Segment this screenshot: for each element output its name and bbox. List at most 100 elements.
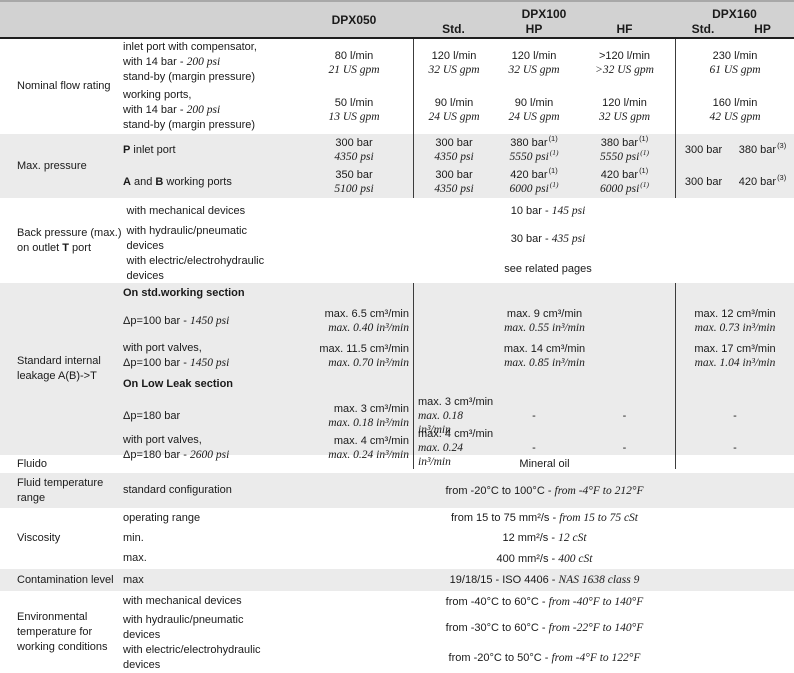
row-leak-portvalves-dp100: with port valves, Δp=100 bar - 1450 psi …: [118, 339, 794, 373]
sublabel-ab-working-ports: A and B working ports: [123, 175, 232, 188]
section-fluid-temperature: Fluid temperature range standard configu…: [0, 473, 794, 508]
row-label-back-pressure: Back pressure (max.) on outlet T port: [17, 226, 122, 254]
value-leak3-dpx160: -: [675, 395, 794, 437]
col-header-dpx160: DPX160: [712, 7, 757, 21]
value-pinlet-dpx100-hf: 380 bar(1) 5550 psi(1): [599, 134, 650, 163]
value-inlet-dpx050: 80 l/min 21 US gpm: [328, 49, 380, 76]
section-environmental-temperature: Environmental temperature for working co…: [0, 591, 794, 673]
value-working-dpx160: 160 l/min 42 US gpm: [675, 86, 794, 134]
value-working-dpx100-std: 90 l/min 24 US gpm: [413, 86, 494, 134]
value-leak3-dpx100-std: max. 3 cm³/min max. 0.18 in³/min: [413, 395, 494, 437]
value-ab-dpx160-hp: 420 bar(3): [738, 173, 787, 188]
value-ab-dpx050: 350 bar 5100 psi: [334, 169, 374, 195]
row-label-nominal-flow-rating: Nominal flow rating: [17, 80, 111, 92]
value-working-dpx050: 50 l/min 13 US gpm: [328, 97, 380, 123]
section-contamination-level: Contamination level max 19/18/15 - ISO 4…: [0, 569, 794, 591]
row-leak-portvalves-dp180: with port valves, Δp=180 bar - 2600 psi …: [118, 427, 794, 469]
section-internal-leakage: Standard internal leakage A(B)->T On std…: [0, 283, 794, 469]
value-ab-dpx100-hp: 420 bar(1) 6000 psi(1): [509, 166, 559, 195]
row-viscosity-min: min. 12 mm²/s - 12 cSt: [118, 528, 794, 548]
value-leak3-dpx100-hf: -: [622, 410, 627, 422]
sublabel-bp-hydraulic: with hydraulic/pneumatic devices: [126, 225, 247, 252]
sublabel-leak-portvalves-dp180: with port valves, Δp=180 bar - 2600 psi: [123, 434, 230, 461]
value-leak2-dpx160: max. 17 cm³/min max. 1.04 in³/min: [675, 339, 794, 373]
value-pinlet-dpx100-hp: 380 bar(1) 5550 psi(1): [509, 134, 559, 163]
sublabel-standard-configuration: standard configuration: [123, 484, 232, 496]
sublabel-env-hydraulic: with hydraulic/pneumatic devices: [123, 613, 244, 641]
value-inlet-dpx100-hf: >120 l/min >32 US gpm: [595, 49, 654, 76]
row-fluido: Mineral oil: [118, 455, 794, 473]
row-bp-mechanical: with mechanical devices 10 bar - 145 psi: [122, 198, 794, 224]
value-working-dpx100-hp: 90 l/min 24 US gpm: [508, 97, 560, 123]
row-label-environmental-temperature: Environmental temperature for working co…: [17, 610, 108, 653]
value-env-mechanical: from -40°C to 60°C - from -40°F to 140°F: [445, 595, 644, 608]
sublabel-inlet-port: inlet port with compensator, with 14 bar…: [123, 41, 257, 83]
row-env-mechanical: with mechanical devices from -40°C to 60…: [118, 591, 794, 612]
value-inlet-dpx100-std: 120 l/min 32 US gpm: [413, 39, 494, 86]
row-label-fluid-temperature: Fluid temperature range: [17, 476, 104, 504]
table-header: DPX050 DPX100 DPX160 Std. HP HF Std. HP: [0, 0, 794, 39]
value-viscosity-operating: from 15 to 75 mm²/s - from 15 to 75 cSt: [451, 512, 638, 524]
sublabel-working-ports: working ports, with 14 bar - 200 psi sta…: [123, 88, 256, 131]
value-viscosity-min: 12 mm²/s - 12 cSt: [502, 532, 587, 544]
sublabel-bp-mechanical: with mechanical devices: [126, 204, 246, 217]
value-pinlet-dpx050: 300 bar 4350 psi: [334, 137, 374, 163]
value-ab-dpx100-hf: 420 bar(1) 6000 psi(1): [599, 166, 650, 195]
row-label-contamination-level: Contamination level: [17, 573, 114, 586]
sublabel-leak-dp100: Δp=100 bar - 1450 psi: [123, 314, 230, 327]
row-viscosity-max: max. 400 mm²/s - 400 cSt: [118, 548, 794, 569]
value-leak4-dpx100-std: max. 4 cm³/min max. 0.24 in³/min: [413, 427, 494, 469]
value-leak4-dpx050: max. 4 cm³/min max. 0.24 in³/min: [328, 435, 409, 461]
value-pinlet-dpx100-std: 300 bar 4350 psi: [413, 134, 494, 166]
sublabel-viscosity-max: max.: [123, 552, 147, 564]
value-pinlet-dpx160-hp: 380 bar(3): [738, 141, 787, 156]
col-header-dpx050: DPX050: [331, 12, 377, 27]
value-contamination: 19/18/15 - ISO 4406 - NAS 1638 class 9: [449, 574, 640, 586]
value-env-electric: from -20°C to 50°C - from -4°F to 122°F: [448, 652, 641, 664]
value-env-hydraulic: from -30°C to 60°C - from -22°F to 140°F: [445, 621, 644, 634]
value-inlet-dpx160: 230 l/min 61 US gpm: [675, 39, 794, 86]
sublabel-leak-portvalves-dp100: with port valves, Δp=100 bar - 1450 psi: [123, 342, 230, 369]
col-header-dpx100-hf: HF: [616, 22, 633, 36]
value-leak1-dpx050: max. 6.5 cm³/min max. 0.40 in³/min: [324, 308, 409, 334]
value-bp-mechanical: 10 bar - 145 psi: [510, 205, 586, 217]
row-bp-electric: with electric/electrohydraulic devices s…: [122, 254, 794, 283]
heading-std-working-section: On std.working section: [123, 287, 245, 299]
row-nominal-working-ports: working ports, with 14 bar - 200 psi sta…: [118, 86, 794, 134]
col-header-dpx100-std: Std.: [442, 22, 465, 36]
col-header-dpx160-std: Std.: [691, 22, 715, 36]
sublabel-leak-dp180: Δp=180 bar: [123, 409, 181, 422]
value-bp-electric: see related pages: [504, 263, 592, 275]
value-leak1-dpx160: max. 12 cm³/min max. 0.73 in³/min: [675, 303, 794, 339]
row-nominal-inlet-port: inlet port with compensator, with 14 bar…: [118, 39, 794, 86]
value-inlet-dpx100-hp: 120 l/min 32 US gpm: [508, 49, 560, 76]
value-leak3-dpx100-hp: -: [532, 410, 536, 422]
heading-low-leak-section: On Low Leak section: [123, 378, 234, 390]
row-bp-hydraulic: with hydraulic/pneumatic devices 30 bar …: [122, 224, 794, 254]
value-leak1-dpx100: max. 9 cm³/min max. 0.55 in³/min: [413, 303, 675, 339]
value-leak2-dpx100: max. 14 cm³/min max. 0.85 in³/min: [413, 339, 675, 373]
row-viscosity-operating: operating range from 15 to 75 mm²/s - fr…: [118, 508, 794, 528]
value-viscosity-max: 400 mm²/s - 400 cSt: [496, 552, 593, 565]
row-p-inlet-port: P inlet port 300 bar 4350 psi 300 bar 43…: [118, 134, 794, 166]
value-working-dpx100-hf: 120 l/min 32 US gpm: [598, 97, 651, 123]
sublabel-env-electric: with electric/electrohydraulic devices: [123, 644, 261, 671]
row-env-electric: with electric/electrohydraulic devices f…: [118, 643, 794, 673]
sublabel-env-mechanical: with mechanical devices: [123, 595, 242, 607]
row-label-fluido: Fluido: [17, 457, 47, 470]
value-leak3-dpx050: max. 3 cm³/min max. 0.18 in³/min: [328, 403, 409, 429]
col-header-dpx100-hp: HP: [525, 22, 543, 36]
value-leak4-dpx100-hp: -: [532, 442, 536, 454]
row-fluid-temperature: standard configuration from -20°C to 100…: [118, 473, 794, 508]
row-leak-dp180: Δp=180 bar max. 3 cm³/min max. 0.18 in³/…: [118, 395, 794, 437]
row-label-max-pressure: Max. pressure: [17, 159, 87, 172]
value-bp-hydraulic: 30 bar - 435 psi: [510, 233, 586, 245]
value-ab-dpx100-std: 300 bar 4350 psi: [413, 166, 494, 198]
row-leak-heading-std: On std.working section: [118, 283, 794, 303]
col-header-dpx160-hp: HP: [754, 22, 771, 36]
sublabel-p-inlet-port: P inlet port: [123, 143, 176, 156]
section-back-pressure: Back pressure (max.) on outlet T port wi…: [0, 198, 794, 283]
section-fluido: Fluido Mineral oil: [0, 455, 794, 473]
col-header-dpx100: DPX100: [521, 7, 567, 21]
